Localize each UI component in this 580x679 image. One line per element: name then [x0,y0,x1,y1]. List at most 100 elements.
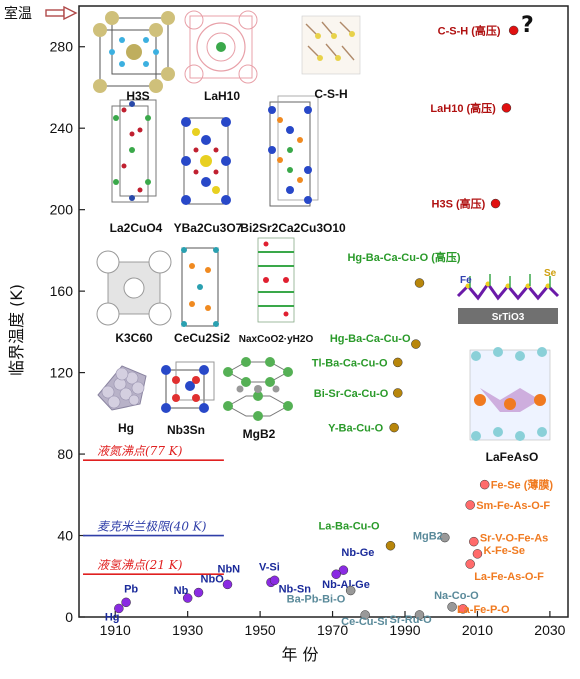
data-point-label: Sr-Ru-O [389,614,432,626]
caption-nb3sn: Nb3Sn [167,423,205,437]
data-point-label: Ba-Pb-Bi-O [287,594,346,606]
inset-label-fe: Fe [460,275,472,286]
x-tick-label: 2030 [534,622,565,638]
structure-illustrations [93,10,560,441]
x-tick-label: 1910 [100,622,131,638]
data-point [469,536,479,547]
data-point [447,602,457,612]
caption-mgb2: MgB2 [243,427,276,441]
caption-cecu2si2: CeCu2Si2 [174,331,230,345]
data-point-label: Sm-Fe-As-O-F [476,500,550,512]
data-point-label: Na-Co-O [434,590,479,602]
caption-ybco: YBa2Cu3O7 [174,221,243,235]
fese-sto-inset-icon [456,274,560,324]
y-tick-label: 240 [50,120,74,136]
data-point [338,565,349,575]
data-point [414,610,425,620]
data-point-label: Hg [105,611,120,623]
data-point [389,422,399,433]
naxcoo2-structure-icon [257,237,295,323]
cecu2si2-structure-icon [181,247,219,327]
data-point [465,559,475,569]
h3s-structure-icon [93,11,175,93]
caption-hg: Hg [118,421,134,435]
y-tick-label: 280 [50,39,74,55]
data-point [331,569,341,579]
data-point [360,610,370,620]
data-point-label: Hg-Ba-Ca-Cu-O (高压) [347,250,460,264]
csh-structure-icon [301,15,361,75]
data-point-label: La-Ba-Cu-O [319,521,381,533]
k3c60-structure-icon [96,250,172,326]
lah10-structure-icon [184,10,258,84]
data-point [193,587,204,598]
data-point-label: C-S-H (高压) [438,23,501,37]
data-point [440,532,450,543]
data-point-label: Tl-Ba-Ca-Cu-O [312,357,388,369]
structure-captions: H3S LaH10 C-S-H La2CuO4 YBa2Cu3O7 Bi2Sr2… [110,87,557,464]
data-point [508,25,519,36]
y-tick-label: 120 [50,365,74,381]
question-mark: ? [521,13,534,38]
x-tick-label: 1970 [317,622,348,638]
data-point-label: Y-Ba-Cu-O [328,423,383,435]
data-point [458,604,468,614]
data-point-label: LaH10 (高压) [430,101,496,115]
data-point [479,479,490,490]
data-point-label: Sr-V-O-Fe-As [480,533,548,545]
data-point [385,540,396,551]
data-point-label: MgB2 [413,531,443,543]
ybco-structure-icon [181,117,231,205]
caption-srtio3: SrTiO3 [492,312,525,323]
data-point [345,585,356,596]
caption-naxcoo2: NaxCoO2·yH2O [239,334,314,345]
data-point-label: Nb-Ge [341,547,374,559]
data-point [472,549,483,559]
data-point-label: H3S (高压) [432,197,486,211]
data-point [501,103,512,113]
y-axis-ticks: 0 40 80 120 160 200 240 280 [50,39,85,625]
caption-lah10: LaH10 [204,89,240,103]
caption-csh: C-S-H [314,87,347,101]
data-point [490,198,501,209]
data-point-label: NbN [218,563,241,575]
data-point-label: Pb [124,583,138,595]
caption-lafeaso: LaFeAsO [486,450,539,464]
data-point-label: Ce-Cu-Si [341,616,387,628]
data-point [114,603,124,614]
reference-line-label: 麦克米兰极限(40 K) [97,520,207,534]
y-tick-label: 160 [50,283,74,299]
data-point [465,500,475,510]
bi2223-structure-icon [268,95,319,207]
data-point-label: V-Si [259,561,280,573]
data-point [222,579,233,590]
data-point-label: Fe-Se (薄膜) [491,478,554,492]
data-point-label: Bi-Sr-Ca-Cu-O [314,388,389,400]
data-point-label: Hg-Ba-Ca-Cu-O [330,333,411,345]
data-point [182,593,193,603]
data-point-label: La-Fe-P-O [457,604,510,616]
mgb2-structure-icon [223,357,293,421]
data-point [269,575,280,586]
nb3sn-structure-icon [161,361,215,413]
data-point [393,357,403,368]
lafeaso-structure-icon [469,347,551,441]
x-tick-label: 1930 [172,622,203,638]
y-tick-label: 0 [65,609,73,625]
x-tick-label: 2010 [462,622,493,638]
y-tick-label: 200 [50,202,74,218]
data-point [411,339,421,349]
data-point [414,278,425,288]
reference-line-label: 液氢沸点(21 K) [97,558,183,572]
y-tick-label: 80 [57,446,73,462]
data-point-label: NbO [201,574,225,586]
data-point-label: K-Fe-Se [483,545,525,557]
x-axis-title: 年 份 [281,645,318,664]
data-point-label: Nb-Al-Ge [322,579,370,591]
data-point-label: Nb-Sn [279,583,312,595]
plot-frame [78,5,569,618]
data-point [393,388,403,398]
x-axis-ticks: 1910 1930 1950 1970 1990 2010 2030 [100,611,566,638]
reference-lines: 液氮沸点(77 K) 麦克米兰极限(40 K) 液氢沸点(21 K) [83,444,224,576]
